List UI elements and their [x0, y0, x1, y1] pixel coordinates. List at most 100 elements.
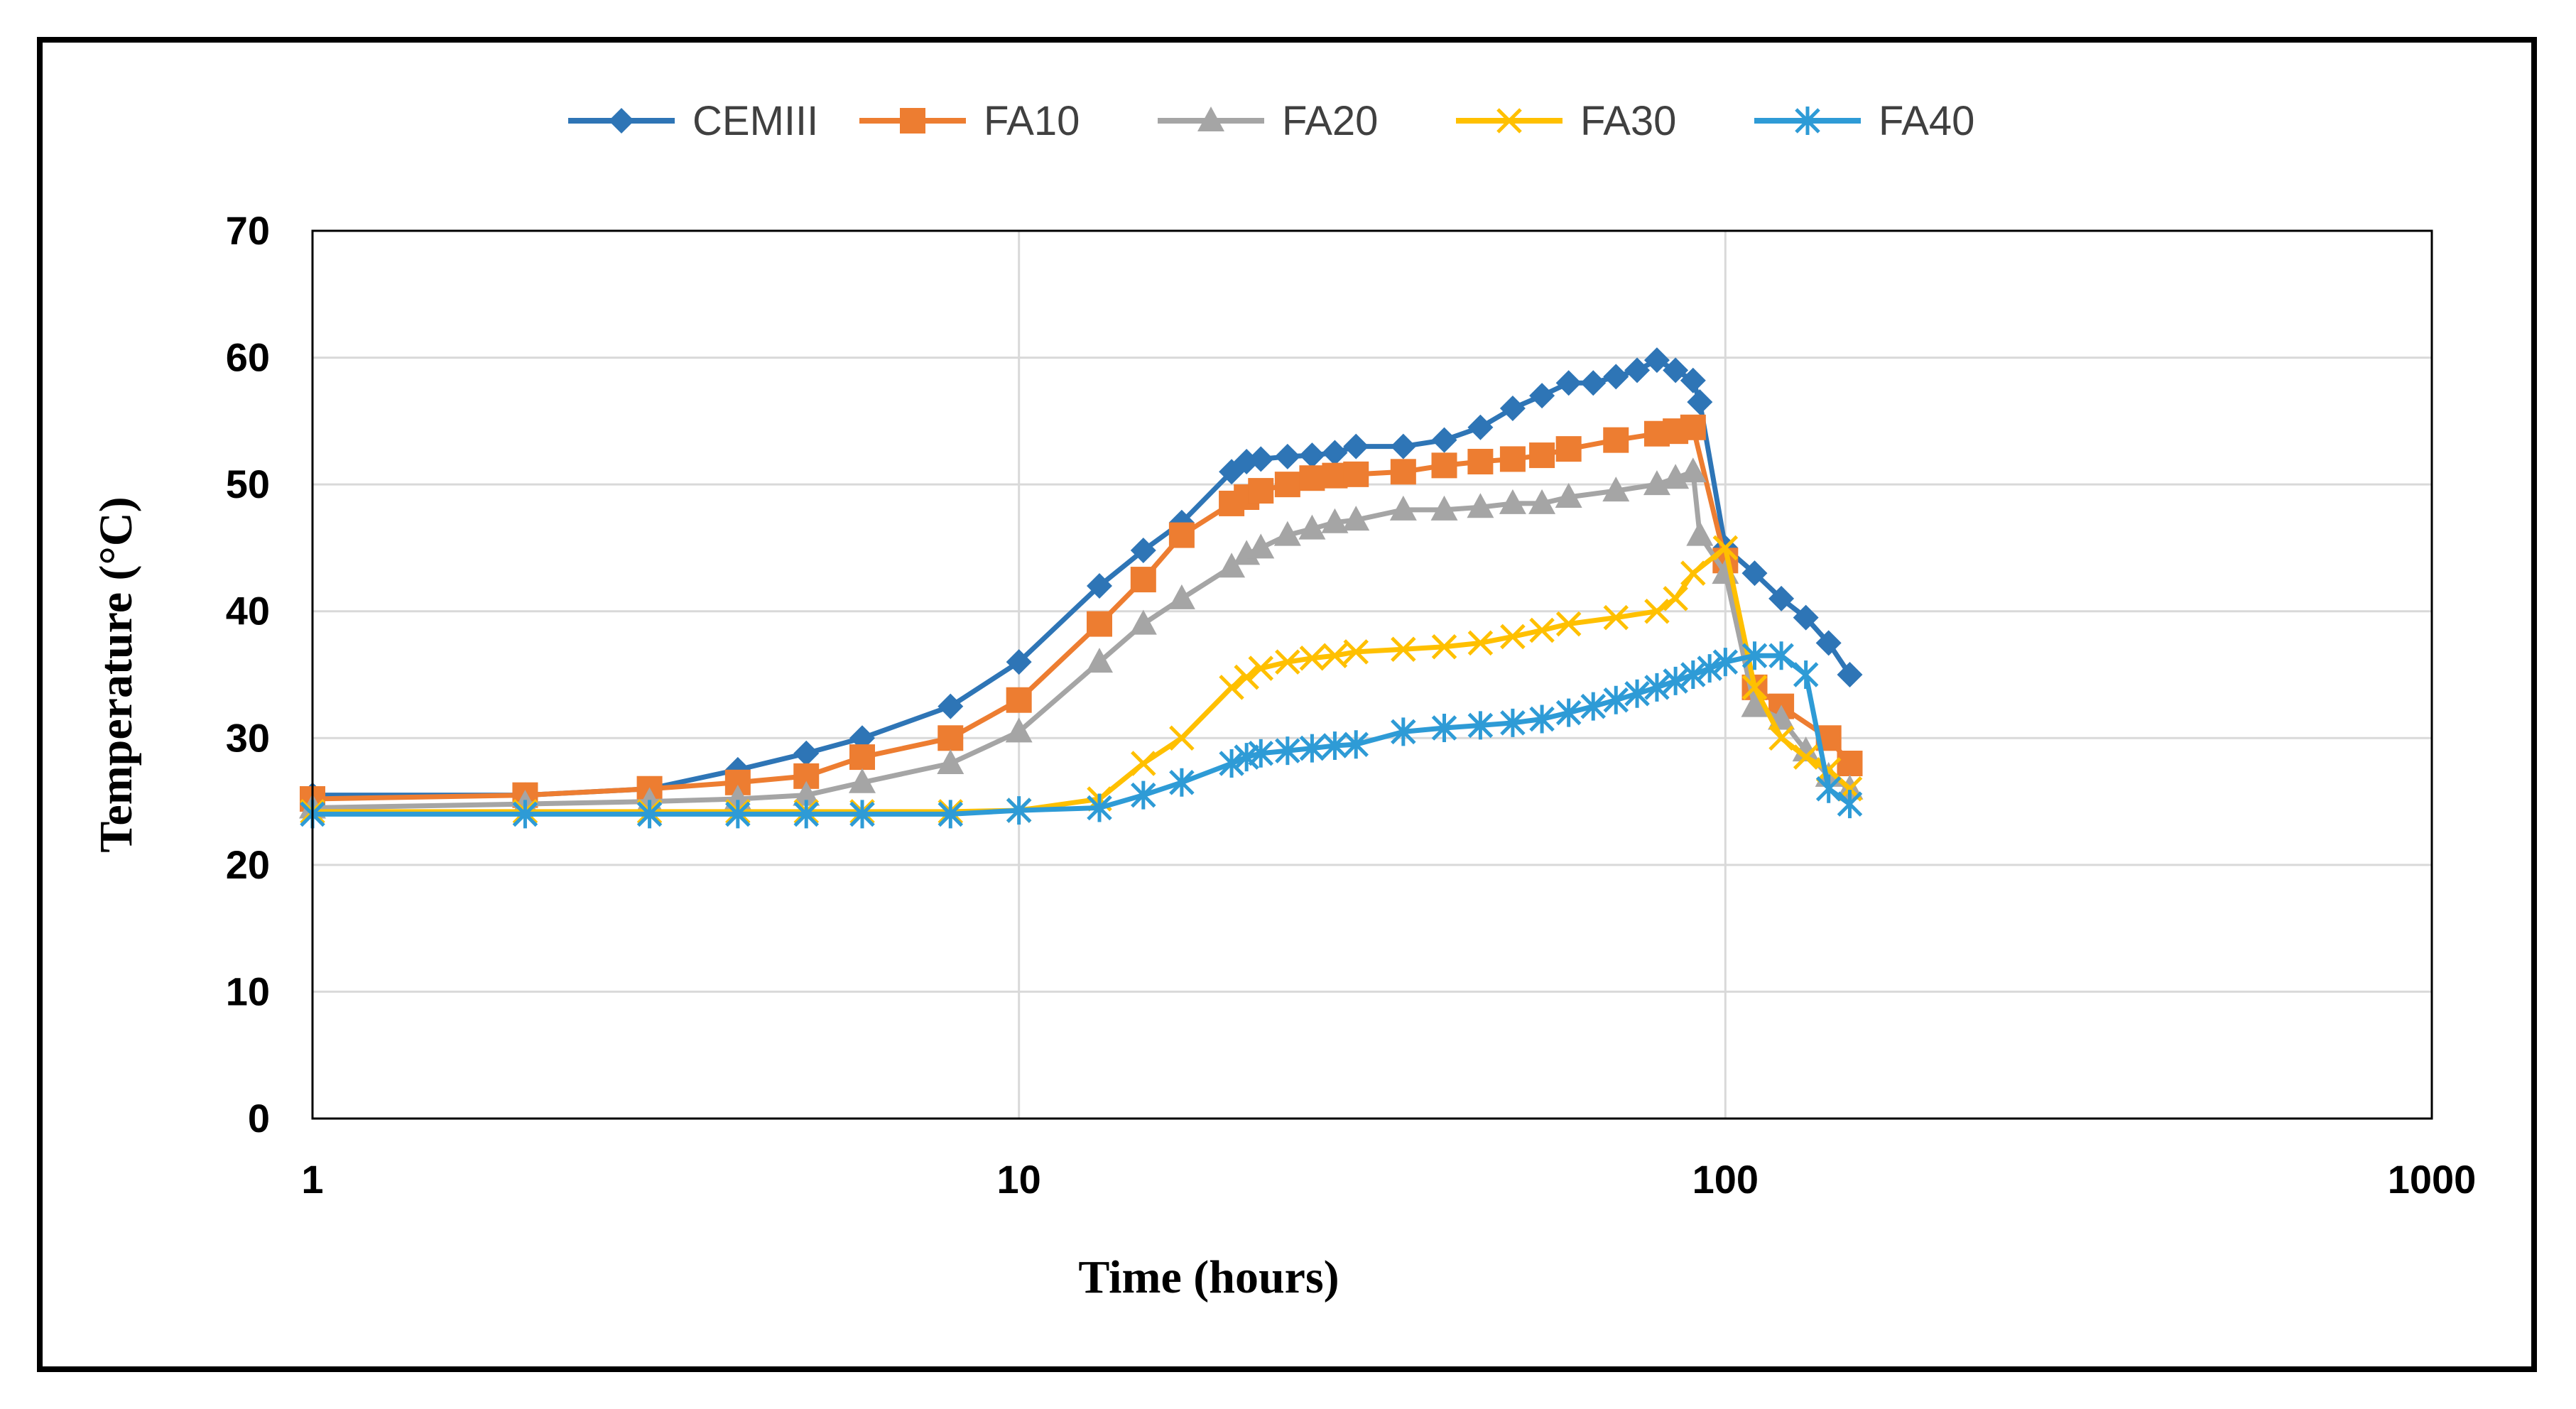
- data-point-fa40: [1219, 749, 1244, 778]
- data-point-cemiii: [1643, 347, 1670, 374]
- data-point-fa40: [1624, 679, 1650, 708]
- legend-label: FA20: [1282, 98, 1378, 144]
- data-point-fa20: [1273, 521, 1301, 546]
- data-point-fa10: [1837, 751, 1863, 776]
- data-point-fa30: [1248, 655, 1274, 681]
- data-point-fa30: [1644, 598, 1670, 624]
- data-point-fa30: [1431, 633, 1457, 660]
- data-point-fa40: [1529, 704, 1555, 734]
- data-point-fa40: [1234, 743, 1259, 772]
- data-point-fa30: [1299, 646, 1325, 671]
- data-point-fa40: [1131, 780, 1156, 810]
- data-point-cemiii: [1467, 414, 1494, 440]
- data-point-cemiii: [1837, 662, 1863, 687]
- data-point-fa40: [512, 800, 538, 829]
- data-point-fa30: [1391, 636, 1416, 663]
- data-point-fa40: [1741, 641, 1768, 670]
- x-tick-label: 1: [301, 1157, 323, 1202]
- x-tick-label: 100: [1692, 1157, 1759, 1202]
- data-point-fa20: [1499, 489, 1526, 514]
- data-point-fa20: [1662, 464, 1690, 489]
- data-point-fa40: [725, 800, 751, 829]
- x-tick-label: 1000: [2388, 1157, 2477, 1202]
- data-point-fa40: [1343, 730, 1369, 759]
- data-point-fa30: [1680, 560, 1706, 586]
- data-point-fa30: [1234, 664, 1259, 690]
- series-fa20: [299, 457, 1864, 819]
- data-point-fa30: [1529, 617, 1555, 643]
- data-point-fa40: [1169, 768, 1195, 797]
- data-point-fa40: [1299, 734, 1325, 763]
- data-point-fa40: [849, 800, 875, 829]
- data-point-fa40: [1467, 711, 1494, 740]
- y-tick-label: 40: [226, 589, 270, 633]
- data-point-fa20: [1129, 609, 1157, 635]
- data-point-fa40: [1555, 698, 1582, 727]
- y-tick-label: 60: [226, 335, 270, 380]
- data-point-fa20: [1233, 540, 1261, 565]
- legend-item-fa20: FA20: [1158, 98, 1378, 144]
- data-point-cemiii: [938, 693, 964, 719]
- data-point-cemiii: [1529, 383, 1555, 409]
- data-point-fa20: [849, 768, 876, 793]
- data-point-fa10: [1343, 461, 1369, 487]
- data-point-fa30: [1169, 725, 1195, 751]
- data-point-fa40: [1768, 641, 1794, 670]
- data-point-fa30: [1275, 649, 1300, 675]
- data-point-fa20: [1298, 514, 1326, 540]
- legend-label: FA30: [1580, 98, 1676, 144]
- data-point-fa20: [1005, 717, 1033, 743]
- data-point-fa20: [1342, 506, 1370, 531]
- legend-label: FA10: [984, 98, 1080, 144]
- data-point-cemiii: [793, 740, 820, 766]
- data-point-fa30: [1467, 630, 1494, 656]
- data-point-fa20: [1389, 495, 1417, 521]
- series-fa30: [300, 535, 1863, 825]
- data-point-fa40: [1500, 708, 1526, 737]
- data-point-fa20: [1555, 483, 1582, 508]
- data-point-fa30: [1768, 725, 1794, 751]
- data-point-fa10: [849, 744, 876, 771]
- data-point-fa40: [1087, 793, 1112, 822]
- data-point-fa40: [1680, 660, 1706, 689]
- y-tick-label: 50: [226, 462, 270, 506]
- legend-item-cemiii: CEMIII: [568, 98, 818, 144]
- data-point-fa30: [1712, 535, 1739, 561]
- series-line-cemiii: [313, 357, 1852, 798]
- data-point-fa40: [938, 800, 964, 829]
- data-point-cemiii: [1741, 560, 1768, 587]
- legend: CEMIII FA10 FA20 FA30 FA40: [568, 98, 1974, 144]
- data-point-fa10: [1299, 465, 1325, 491]
- data-point-cemiii: [1555, 370, 1582, 396]
- data-point-fa30: [1500, 624, 1526, 650]
- data-point-fa40: [1712, 648, 1739, 677]
- data-point-fa10: [1274, 472, 1300, 498]
- series-layer: [299, 347, 1864, 829]
- data-point-fa40: [1580, 692, 1607, 721]
- data-point-fa20: [1467, 493, 1494, 518]
- data-point-cemiii: [1087, 573, 1113, 599]
- data-point-fa20: [1528, 489, 1556, 514]
- data-point-fa40: [1837, 790, 1863, 819]
- data-point-fa30: [1131, 751, 1156, 776]
- data-point-cemiii: [1390, 433, 1416, 459]
- data-point-fa40: [1275, 736, 1300, 766]
- data-point-fa30: [1663, 586, 1688, 611]
- data-point-fa20: [1086, 648, 1114, 673]
- legend-label: CEMIII: [692, 98, 818, 144]
- legend-item-fa30: FA30: [1456, 98, 1676, 144]
- data-point-fa20: [1792, 736, 1820, 762]
- data-point-cemiii: [1299, 442, 1325, 469]
- data-point-cemiii: [1768, 585, 1795, 611]
- data-point-fa20: [937, 749, 964, 774]
- y-axis-title: Temperature (°C): [90, 496, 142, 852]
- legend-marker: [1795, 107, 1820, 135]
- data-point-fa30: [1219, 675, 1244, 700]
- data-point-cemiii: [1130, 538, 1156, 563]
- y-tick-label: 70: [226, 208, 270, 253]
- line-chart: 0 10 20 30 40 50 60 70 1 10 100 1000 Temperature (…: [90, 98, 2477, 1303]
- data-point-fa10: [1130, 567, 1156, 593]
- legend-item-fa10: FA10: [859, 98, 1080, 144]
- data-point-fa30: [1343, 639, 1369, 665]
- data-point-fa20: [1430, 495, 1458, 521]
